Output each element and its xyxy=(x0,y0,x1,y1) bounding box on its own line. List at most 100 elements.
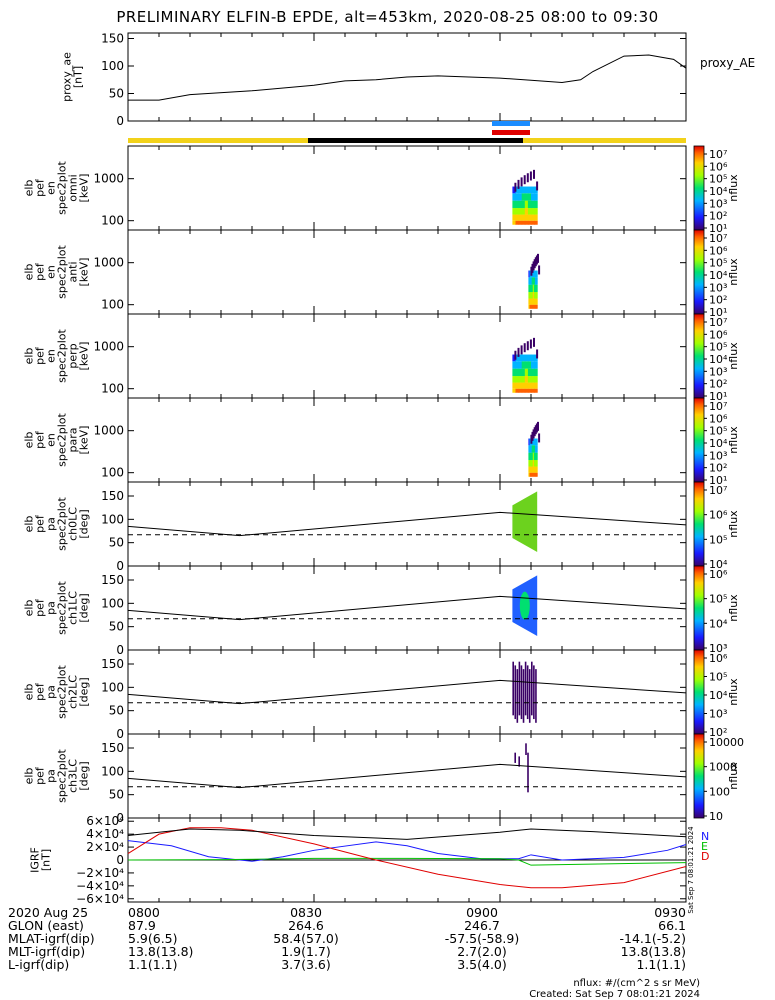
spec0-dash-6 xyxy=(533,169,535,179)
spec0-cblabel-2: 10⁵ xyxy=(709,173,727,186)
spec3-pixel-2-6 xyxy=(535,460,537,467)
spec0-ylabel-1: pef xyxy=(34,178,47,197)
spec-frame-1 xyxy=(127,229,687,315)
spec1-pixel-2-1 xyxy=(529,292,532,299)
spec1-pixel-0-5 xyxy=(533,304,536,309)
spec0-pixel-0-4 xyxy=(524,220,529,225)
lcbar1-cblabel-2: 10⁴ xyxy=(709,617,728,630)
lc1-ylabel-0: elb xyxy=(23,600,36,617)
spec1-pixel-1-2 xyxy=(530,298,533,305)
spec0-pixel-5-6 xyxy=(531,186,535,194)
spec3-pixel-3-1 xyxy=(529,452,532,461)
igrf-series-N xyxy=(127,840,687,862)
spec1-pixel-1-5 xyxy=(533,298,536,305)
spec1-pixel-4-6 xyxy=(535,277,537,285)
lcbar3-cblabel-3: 10 xyxy=(709,810,723,823)
lc2-pa-stripe-11 xyxy=(535,669,537,723)
spec3-pixel-0-4 xyxy=(532,472,535,477)
spec0-pixel-3-4 xyxy=(524,200,529,209)
spec-frame-2 xyxy=(127,313,687,399)
spec2-pixel-2-5 xyxy=(527,376,532,383)
igrf-legend-N: N xyxy=(701,830,709,843)
spec2-pixel-4-2 xyxy=(518,361,523,369)
spec3-cblabel-6: 10¹ xyxy=(709,474,727,487)
lc1-pa-core xyxy=(519,591,530,620)
lc0-ylabel-5: [deg] xyxy=(78,509,91,538)
spec3-ticklabel-1: 1000 xyxy=(93,424,124,438)
footer-val-1-2: 246.7 xyxy=(464,918,500,933)
igrf-ylabel-1: [nT] xyxy=(40,849,53,871)
spec2-dash-3 xyxy=(523,343,526,353)
lcbar0-cbtitle: nflux xyxy=(727,510,740,538)
spec2-pixel-4-1 xyxy=(515,361,520,369)
spec2-pixel-5-5 xyxy=(527,354,532,362)
spec1-pixel-4-0 xyxy=(528,277,530,285)
spec0-pixel-2-4 xyxy=(524,208,529,215)
spec1-pixel-2-2 xyxy=(530,292,533,299)
lc0-ylabel-3: spec2plot xyxy=(56,497,69,551)
spec0-pixel-1-6 xyxy=(531,214,535,221)
spec0-dash-7 xyxy=(536,181,539,191)
spec2-pixel-3-2 xyxy=(518,368,523,377)
spec3-cblabel-5: 10² xyxy=(709,462,727,475)
spec3-dash-3 xyxy=(533,427,536,437)
spec2-pixel-1-3 xyxy=(521,382,526,389)
lc2-pa-stripe-10 xyxy=(533,665,535,720)
spec1-pixel-0-7 xyxy=(536,304,538,309)
footer-val-4-1: 3.7(3.6) xyxy=(281,957,331,972)
spec1-ylabel-0: elb xyxy=(23,264,36,281)
spec1-pixel-1-7 xyxy=(536,298,538,305)
spec2-cblabel-5: 10² xyxy=(709,378,727,391)
igrf-series-total xyxy=(127,828,687,840)
spec2-pixel-0-4 xyxy=(524,388,529,393)
spec2-cblabel-6: 10¹ xyxy=(709,390,727,403)
spec2-dash-4 xyxy=(526,341,529,351)
spec1-dash-5 xyxy=(535,255,538,265)
spec3-pixel-1-7 xyxy=(536,466,538,473)
spec0-ticklabel-1: 1000 xyxy=(93,172,124,186)
footer-val-2-0: 5.9(6.5) xyxy=(128,931,178,946)
spec3-pixel-2-2 xyxy=(530,460,533,467)
spec1-pixel-0-2 xyxy=(530,304,533,309)
spec1-cblabel-2: 10⁵ xyxy=(709,257,727,270)
lc-frame-0 xyxy=(127,481,687,567)
lcbar2-cblabel-1: 10⁵ xyxy=(709,671,727,684)
spec3-pixel-3-0 xyxy=(528,452,530,461)
spec0-pixel-3-2 xyxy=(518,200,523,209)
spec0-cbar xyxy=(693,145,705,231)
lcbar2-cblabel-4: 10² xyxy=(709,726,727,739)
footer-val-1-1: 264.6 xyxy=(288,918,324,933)
lc0-pa-block xyxy=(512,491,538,552)
lc3-pa-tick-3 xyxy=(527,752,529,793)
lc3-ylabel-4: ch3LC xyxy=(67,759,80,793)
spec1-pixel-1-1 xyxy=(529,298,532,305)
spec2-pixel-2-6 xyxy=(531,376,535,383)
spec2-dash-2 xyxy=(520,345,523,355)
spec2-cblabel-2: 10⁵ xyxy=(709,341,727,354)
spec3-ylabel-1: pef xyxy=(34,430,47,449)
spec2-dash-1 xyxy=(517,347,520,357)
spec3-pixel-0-2 xyxy=(530,472,533,477)
spec0-pixel-4-1 xyxy=(515,193,520,201)
spec1-pixel-0-6 xyxy=(535,304,537,309)
spec0-pixel-1-7 xyxy=(534,214,538,221)
lcbar1-cblabel-1: 10⁵ xyxy=(709,593,727,606)
spec3-cblabel-1: 10⁶ xyxy=(709,412,728,425)
spec1-ticklabel-0: 100 xyxy=(101,298,124,312)
spec3-cbtitle: nflux xyxy=(727,426,740,454)
spec2-cbar xyxy=(693,313,705,399)
spec0-pixel-5-2 xyxy=(518,186,523,194)
lc1-ylabel-1: pef xyxy=(34,598,47,617)
spec1-pixel-0-4 xyxy=(532,304,535,309)
spec0-pixel-1-3 xyxy=(521,214,526,221)
spec1-cblabel-5: 10² xyxy=(709,294,727,307)
lc0-ylabel-4: ch0LC xyxy=(67,507,80,541)
spec3-pixel-5-1 xyxy=(529,438,532,446)
spec3-pixel-5-0 xyxy=(528,438,530,446)
spec0-pixel-4-4 xyxy=(524,193,529,201)
spec0-pixel-4-3 xyxy=(521,193,526,201)
spec2-cblabel-1: 10⁶ xyxy=(709,328,728,341)
spec0-dash-2 xyxy=(520,177,523,187)
spec0-cblabel-0: 10⁷ xyxy=(709,148,727,161)
